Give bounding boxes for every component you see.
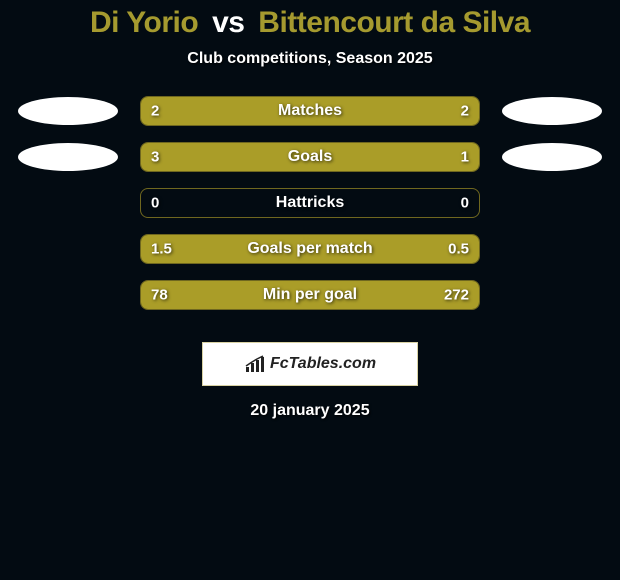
stat-bar: Min per goal 78 272	[140, 280, 480, 310]
stat-value-right: 272	[444, 287, 469, 304]
stat-value-left: 1.5	[151, 241, 172, 258]
player-marker-right	[502, 97, 602, 125]
stat-bar: Matches 2 2	[140, 96, 480, 126]
stat-label: Matches	[278, 102, 342, 120]
stat-row: Min per goal 78 272	[18, 280, 602, 310]
stat-row: Matches 2 2	[18, 96, 602, 126]
footer-brand-text: FcTables.com	[270, 355, 376, 373]
placeholder	[18, 235, 118, 263]
bar-fill-left	[141, 143, 395, 171]
comparison-infographic: Di Yorio vs Bittencourt da Silva Club co…	[0, 0, 620, 420]
stat-bar: Goals 3 1	[140, 142, 480, 172]
stat-label: Min per goal	[263, 286, 357, 304]
stat-label: Goals	[288, 148, 332, 166]
stat-row: Hattricks 0 0	[18, 188, 602, 218]
stat-value-left: 0	[151, 195, 159, 212]
title: Di Yorio vs Bittencourt da Silva	[90, 6, 530, 40]
subtitle: Club competitions, Season 2025	[187, 50, 432, 68]
stat-row: Goals per match 1.5 0.5	[18, 234, 602, 264]
stat-value-right: 0.5	[448, 241, 469, 258]
placeholder	[18, 281, 118, 309]
footer-logo: FcTables.com	[244, 355, 376, 373]
stat-value-left: 2	[151, 103, 159, 120]
footer-brand-box: FcTables.com	[202, 342, 418, 386]
title-vs: vs	[212, 6, 244, 39]
bars-container: Matches 2 2 Goals 3 1 Hattricks 0 0 Goals per mat…	[18, 96, 602, 326]
stat-label: Hattricks	[276, 194, 344, 212]
placeholder	[18, 189, 118, 217]
stat-value-right: 1	[461, 149, 469, 166]
stat-row: Goals 3 1	[18, 142, 602, 172]
stat-value-left: 78	[151, 287, 168, 304]
player-marker-left	[18, 143, 118, 171]
stat-bar: Goals per match 1.5 0.5	[140, 234, 480, 264]
player-marker-right	[502, 143, 602, 171]
stat-value-right: 2	[461, 103, 469, 120]
chart-icon	[244, 355, 266, 373]
player-marker-left	[18, 97, 118, 125]
stat-label: Goals per match	[247, 240, 372, 258]
placeholder	[502, 189, 602, 217]
date-text: 20 january 2025	[250, 402, 369, 420]
stat-value-left: 3	[151, 149, 159, 166]
stat-value-right: 0	[461, 195, 469, 212]
placeholder	[502, 281, 602, 309]
title-player1: Di Yorio	[90, 6, 198, 39]
placeholder	[502, 235, 602, 263]
stat-bar: Hattricks 0 0	[140, 188, 480, 218]
title-player2: Bittencourt da Silva	[258, 6, 530, 39]
